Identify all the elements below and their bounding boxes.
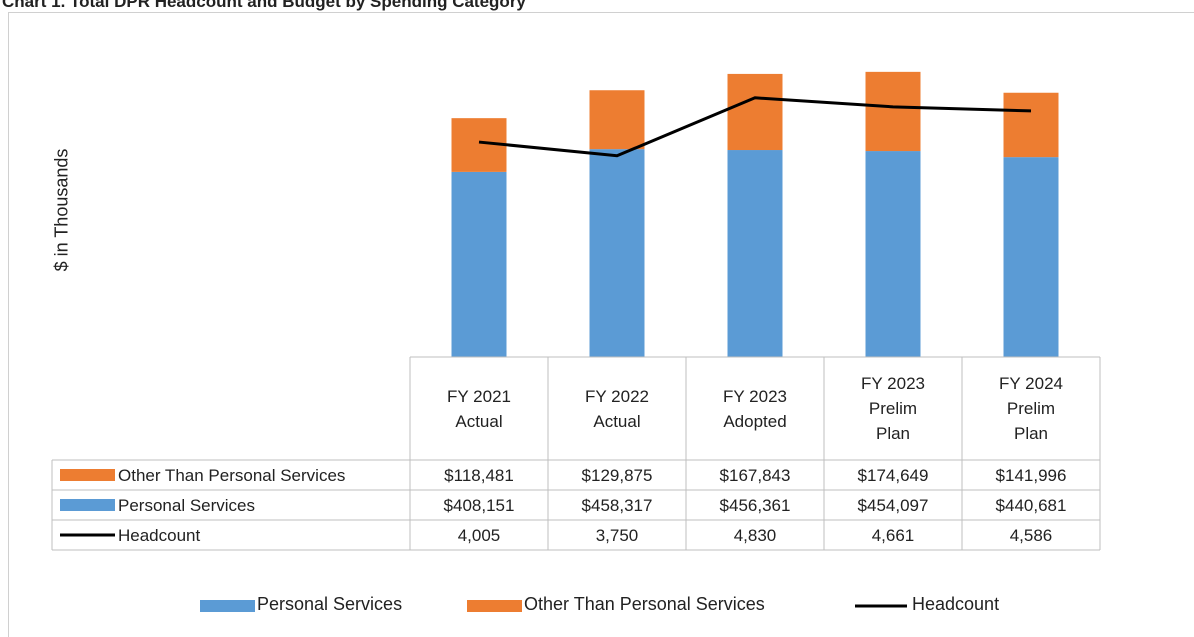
bar — [865, 151, 921, 357]
table-row-label: Personal Services — [118, 495, 256, 515]
data-label: 4,586 — [1009, 525, 1053, 545]
data-label: $141,996 — [995, 465, 1067, 485]
x-tick-label: FY 2023 Prelim Plan — [861, 374, 925, 443]
data-label: $167,843 — [719, 465, 791, 485]
bar — [451, 171, 507, 357]
data-label: 4,830 — [733, 525, 777, 545]
data-label: $440,681 — [995, 495, 1067, 515]
x-tick-label: FY 2024 Prelim Plan — [999, 374, 1063, 443]
table-legend-key — [60, 499, 115, 511]
x-tick-label: FY 2021 Actual — [447, 386, 511, 431]
data-label: $408,151 — [443, 495, 515, 515]
data-label: 3,750 — [595, 525, 639, 545]
table-legend-key — [60, 469, 115, 481]
bar — [727, 73, 783, 151]
table-row-label: Headcount — [118, 525, 201, 545]
data-label: $458,317 — [581, 495, 653, 515]
x-tick-label: FY 2022 Actual — [585, 386, 649, 431]
legend-label: Other Than Personal Services — [524, 594, 765, 614]
chart-border — [8, 12, 1194, 637]
data-label: $456,361 — [719, 495, 791, 515]
legend-key — [467, 600, 522, 612]
x-tick-label: FY 2023 Adopted — [723, 386, 787, 431]
data-label: 4,661 — [871, 525, 915, 545]
legend-label: Headcount — [912, 594, 1000, 614]
legend-label: Personal Services — [257, 594, 403, 614]
data-label: $129,875 — [581, 465, 653, 485]
bar — [1003, 157, 1059, 357]
legend-key — [200, 600, 255, 612]
bar — [865, 71, 921, 152]
y-axis-label: $ in Thousands — [51, 148, 72, 272]
headcount-line — [478, 96, 1032, 158]
table-row-label: Other Than Personal Services — [118, 465, 346, 485]
chart-title: Chart 1. Total DPR Headcount and Budget … — [2, 0, 526, 11]
data-label: $174,649 — [857, 465, 929, 485]
data-label: 4,005 — [457, 525, 501, 545]
bar — [589, 90, 645, 150]
data-label: $118,481 — [444, 465, 514, 485]
bar — [727, 150, 783, 357]
bar — [1003, 92, 1059, 158]
bar — [589, 149, 645, 357]
data-label: $454,097 — [857, 495, 929, 515]
